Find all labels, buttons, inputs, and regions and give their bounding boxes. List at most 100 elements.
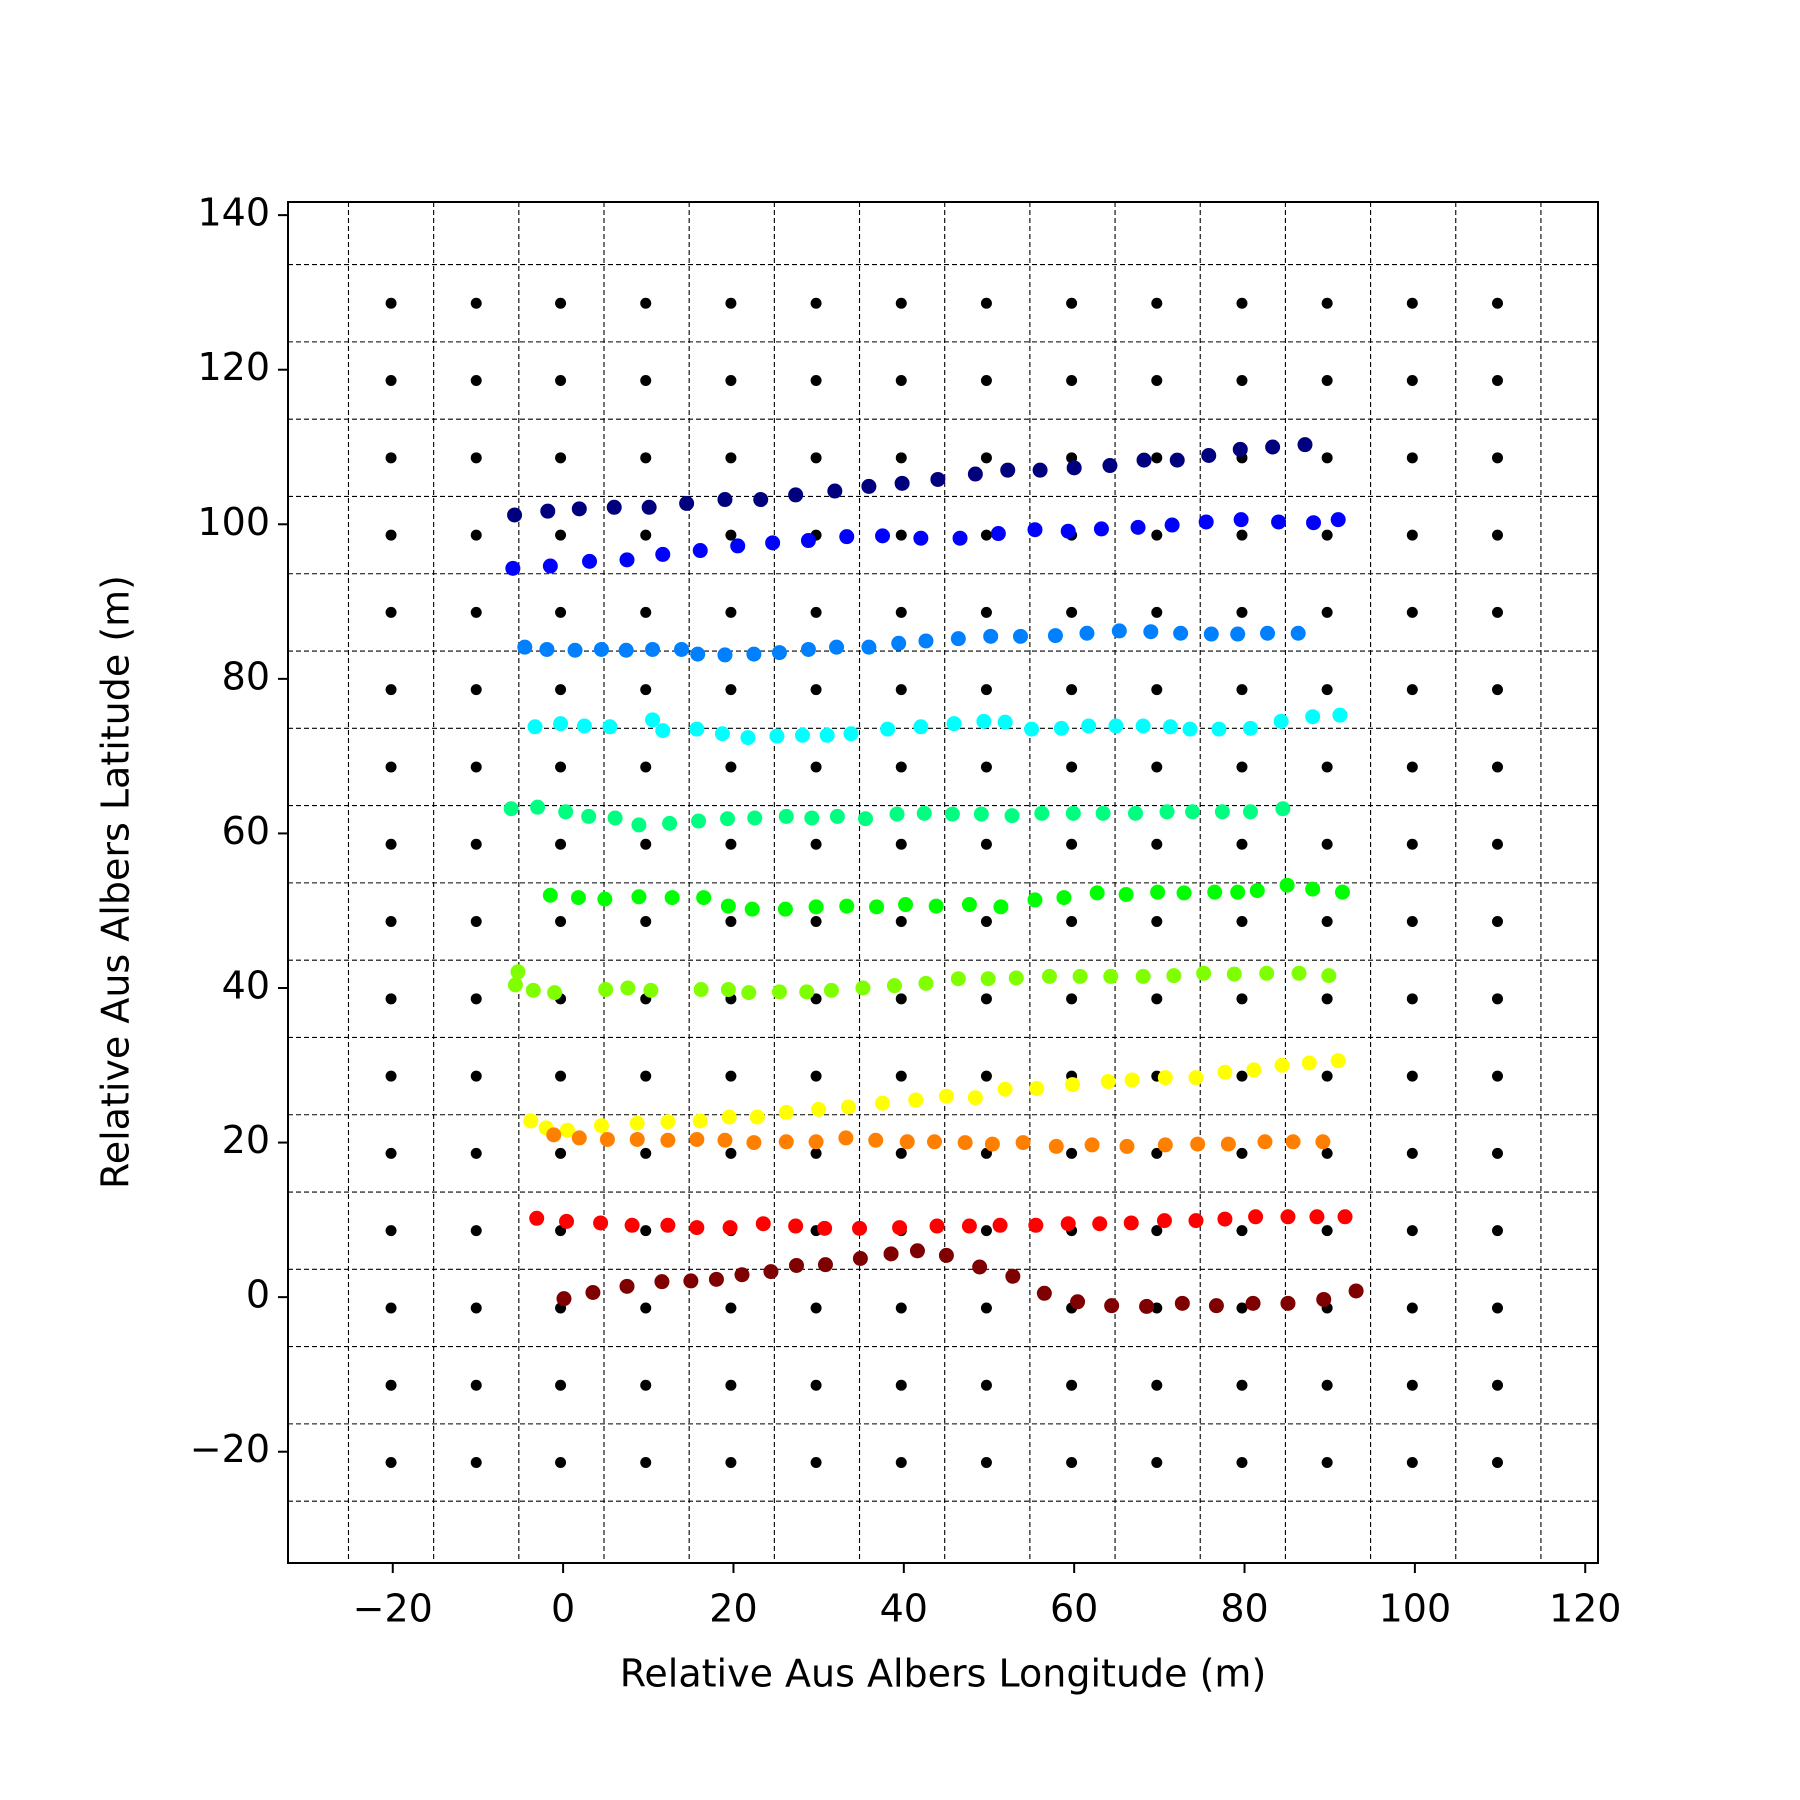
scatter-point [720, 982, 736, 998]
scatter-point [984, 1136, 1000, 1152]
scatter-point [1169, 452, 1185, 468]
scatter-point [1260, 625, 1276, 641]
mesh-point [980, 838, 992, 850]
scatter-point [909, 1243, 925, 1259]
scatter-point [507, 507, 523, 523]
mesh-point [1066, 761, 1078, 773]
mesh-point [1321, 1147, 1333, 1159]
scatter-point [769, 728, 785, 744]
mesh-point [810, 1379, 822, 1391]
mesh-point [810, 761, 822, 773]
mesh-point [385, 606, 397, 618]
scatter-point [957, 1135, 973, 1151]
scatter-point [913, 530, 929, 546]
grid [288, 202, 1598, 1563]
scatter-point [1226, 966, 1242, 982]
scatter-point [889, 806, 905, 822]
scatter-point [734, 1267, 750, 1283]
scatter-point [913, 719, 929, 735]
mesh-point [895, 1379, 907, 1391]
mesh-point [1151, 1379, 1163, 1391]
scatter-point [778, 1134, 794, 1150]
mesh-point [470, 838, 482, 850]
mesh-point [640, 297, 652, 309]
scatter-point [788, 1257, 804, 1273]
scatter-point [1285, 1134, 1301, 1150]
y-tick-label: 140 [197, 191, 270, 235]
mesh-point [1066, 606, 1078, 618]
scatter-point [967, 466, 983, 482]
mesh-point [725, 916, 737, 928]
mesh-point [1406, 761, 1418, 773]
scatter-point [800, 641, 816, 657]
mesh-point [555, 529, 567, 541]
scatter-point [1233, 512, 1249, 528]
scatter-point [886, 978, 902, 994]
scatter-point [683, 1273, 699, 1289]
mesh-point [555, 297, 567, 309]
mesh-point [1236, 375, 1248, 387]
scatter-point [861, 478, 877, 494]
mesh-point [1151, 761, 1163, 773]
mesh-point [470, 1070, 482, 1082]
mesh-point [555, 375, 567, 387]
mesh-point [640, 1457, 652, 1469]
scatter-point [1166, 968, 1182, 984]
mesh-point [385, 1147, 397, 1159]
scatter-point [1089, 885, 1105, 901]
mesh-point [1321, 993, 1333, 1005]
scatter-point [1182, 721, 1198, 737]
scatter-point [1201, 447, 1217, 463]
mesh-point [1236, 1225, 1248, 1237]
mesh-point [555, 606, 567, 618]
scatter-point [817, 1257, 833, 1273]
mesh-point [1491, 529, 1503, 541]
scatter-point [546, 1127, 562, 1143]
mesh-point [385, 1070, 397, 1082]
mesh-point [470, 529, 482, 541]
scatter-point [1301, 1055, 1317, 1071]
scatter-point [717, 647, 733, 663]
scatter-point [973, 806, 989, 822]
mesh-point [1066, 993, 1078, 1005]
scatter-point [1190, 1136, 1206, 1152]
scatter-point [992, 1217, 1008, 1233]
scatter-point [788, 1218, 804, 1234]
mesh-point [895, 529, 907, 541]
mesh-point [725, 838, 737, 850]
scatter-point [1123, 1215, 1139, 1231]
scatter-point [1275, 801, 1291, 817]
scatter-point [655, 546, 671, 562]
mesh-point [1321, 452, 1333, 464]
scatter-point [620, 980, 636, 996]
scatter-point [1157, 1137, 1173, 1153]
scatter-point [1027, 522, 1043, 538]
scatter-point [655, 723, 671, 739]
mesh-point [385, 529, 397, 541]
mesh-point [1406, 1379, 1418, 1391]
x-tick-label: 120 [1549, 1587, 1622, 1631]
mesh-point [470, 684, 482, 696]
scatter-point [983, 628, 999, 644]
scatter-point [619, 552, 635, 568]
scatter-point [808, 1134, 824, 1150]
mesh-point [895, 1457, 907, 1469]
mesh-point [470, 1302, 482, 1314]
scatter-point [777, 901, 793, 917]
scatter-point [674, 641, 690, 657]
scatter-point [1306, 515, 1322, 531]
x-tick-label: 20 [709, 1587, 757, 1631]
mesh-point [725, 529, 737, 541]
scatter-point [503, 801, 519, 817]
mesh-point [1236, 297, 1248, 309]
scatter-point [559, 1122, 575, 1138]
mesh-point [895, 684, 907, 696]
scatter-point [1136, 452, 1152, 468]
scatter-point [1015, 1135, 1031, 1151]
mesh-point [1236, 606, 1248, 618]
scatter-point [1156, 1213, 1172, 1229]
mesh-point [640, 1147, 652, 1159]
scatter-point [839, 529, 855, 545]
scatter-point [1013, 628, 1029, 644]
mesh-point [385, 452, 397, 464]
